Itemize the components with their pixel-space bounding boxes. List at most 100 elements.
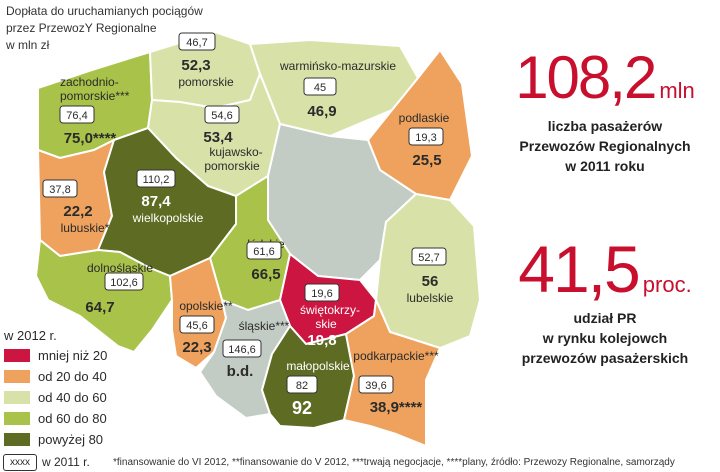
region-name: świętokrzy-: [300, 303, 360, 317]
value-2011-box: [42, 179, 78, 198]
value-2012: b.d.: [227, 363, 254, 380]
footnote: *finansowanie do VI 2012, **finansowanie…: [113, 457, 675, 468]
stat-share-value: 41,5: [518, 232, 640, 306]
value-2012: 66,5: [251, 266, 280, 283]
caption-line-2: przez PrzewozY Regionalne: [6, 21, 157, 35]
value-2011: 82: [296, 380, 308, 392]
value-2011: 110,2: [143, 174, 170, 186]
value-2012: 22,3: [182, 339, 211, 356]
value-2011: 19,6: [311, 288, 332, 300]
legend-item: powyżej 80: [4, 430, 107, 448]
legend-box-label: w 2011 r.: [42, 455, 90, 469]
value-2011: 54,6: [211, 110, 232, 122]
value-2011: 19,3: [415, 132, 436, 144]
value-2012: 53,4: [203, 129, 233, 146]
legend-item: mniej niż 20: [4, 346, 107, 364]
value-2011-box: [304, 283, 340, 302]
value-2012: 75,0****: [64, 130, 117, 147]
stat-share-line-3: przewozów pasażerskich: [521, 350, 689, 366]
region-name: podlaskie: [399, 111, 450, 125]
legend: w 2012 r. mniej niż 20 od 20 do 40 od 40…: [4, 328, 107, 451]
region-name: opolskie**: [179, 299, 233, 313]
legend-swatch-1: [4, 369, 30, 383]
value-2011-box: [59, 105, 95, 124]
region-labels: 46,752,3pomorskiewarmińsko-mazurskie4546…: [42, 32, 454, 418]
stat-share-line-2: w rynku kolejowch: [542, 330, 668, 346]
stat-passengers-line-3: w 2011 roku: [565, 158, 645, 174]
legend-swatch-0: [4, 348, 30, 362]
stat-share-line-1: udział PR: [573, 310, 637, 326]
stat-passengers-line-1: liczba pasażerów: [547, 118, 663, 134]
value-2011: 146,6: [228, 344, 256, 356]
region-name: kujawsko-: [209, 145, 262, 159]
legend-label: mniej niż 20: [38, 347, 108, 363]
caption-line-1: Dopłata do uruchamianych pociągów: [6, 4, 203, 18]
region-podkarpackie: [343, 299, 441, 447]
value-2011: 45,6: [186, 320, 207, 332]
legend-box-sample: xxxx: [3, 454, 37, 471]
value-2012: 25,5: [412, 152, 441, 169]
legend-label: od 40 do 60: [38, 389, 107, 405]
region-name: warmińsko-mazurskie: [279, 59, 396, 73]
value-2011: 52,7: [418, 252, 439, 264]
value-2012: 87,4: [141, 193, 171, 210]
value-2012: 38,9****: [370, 399, 423, 416]
value-2012: 46,9: [307, 103, 336, 120]
value-2011-box: [408, 127, 444, 146]
region-name: pomorskie: [204, 159, 260, 173]
legend-label: od 60 do 80: [38, 410, 107, 426]
region-name: pomorskie***: [60, 89, 130, 103]
value-2011-box: [178, 32, 216, 51]
stat-passengers-line-2: Przewozów Regionalnych: [519, 138, 691, 154]
value-2011-box: [136, 169, 176, 188]
value-2011-box: [179, 315, 215, 334]
region-name: lubelskie: [407, 291, 454, 305]
legend-item: od 40 do 60: [4, 388, 107, 406]
region-name: dolnośląskie: [87, 261, 153, 275]
value-2011: 45: [314, 82, 326, 94]
value-2011: 76,4: [66, 110, 87, 122]
caption-line-3: w mln zł: [6, 38, 50, 52]
region-dolnoslaskie: [35, 239, 173, 353]
stat-share: 41,5 proc. udział PR w rynku kolejowch p…: [490, 236, 720, 368]
region-opolskie: [169, 257, 227, 369]
region-name: lubuskie*: [61, 221, 110, 235]
value-2011: 37,8: [49, 184, 70, 196]
legend-label: od 20 do 40: [38, 368, 107, 384]
region-lubelskie: [375, 193, 481, 349]
value-2012: 52,3: [181, 57, 210, 74]
value-2011: 61,6: [253, 246, 274, 258]
legend-item: od 60 do 80: [4, 409, 107, 427]
region-shapes: [35, 31, 481, 447]
legend-item: od 20 do 40: [4, 367, 107, 385]
value-2011: 39,6: [365, 380, 386, 392]
value-2011-box: [246, 241, 282, 260]
value-2012: 56: [422, 273, 439, 290]
value-2012: 64,7: [85, 299, 114, 316]
value-2012: 22,2: [63, 203, 92, 220]
region-name: wielkopolskie: [132, 211, 204, 225]
region-name: zachodnio-: [60, 75, 119, 89]
region-name: małopolskie: [286, 359, 350, 373]
region-name: pomorskie: [178, 75, 234, 89]
value-2011-box: [286, 375, 318, 394]
value-2011-box: [222, 339, 262, 358]
value-2012: 92: [292, 398, 312, 418]
legend-title: w 2012 r.: [4, 328, 57, 343]
value-2011-box: [104, 272, 144, 291]
value-2012: 19,8: [307, 332, 336, 349]
region-name: podkarpackie***: [353, 349, 439, 363]
value-2011-box: [303, 77, 337, 96]
value-2011: 102,6: [110, 277, 138, 289]
legend-swatch-2: [4, 390, 30, 404]
value-2011-box: [204, 105, 240, 124]
stat-share-unit: proc.: [642, 272, 692, 297]
map-caption: Dopłata do uruchamianych pociągów przez …: [6, 3, 203, 54]
stat-passengers-unit: mln: [659, 78, 695, 103]
stat-passengers-value: 108,2: [515, 44, 657, 111]
value-2011-box: [358, 375, 394, 394]
value-2011: 46,7: [186, 37, 207, 49]
stat-passengers: 108,2 mln liczba pasażerów Przewozów Reg…: [490, 48, 720, 176]
region-name: śląskie***: [239, 319, 290, 333]
legend-swatch-3: [4, 411, 30, 425]
